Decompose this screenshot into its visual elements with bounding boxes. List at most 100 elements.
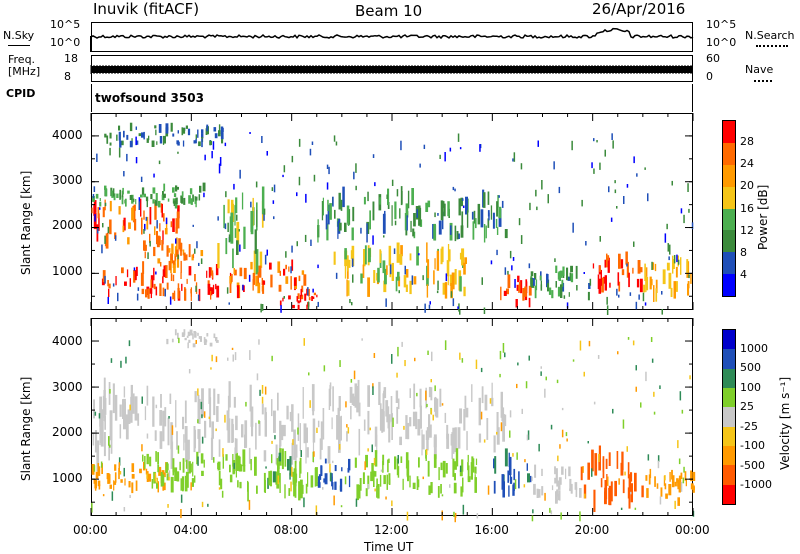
echo-cell <box>220 478 223 490</box>
echo-cell <box>401 191 403 204</box>
echo-cell <box>312 451 314 462</box>
echo-cell <box>438 220 442 235</box>
echo-cell <box>391 205 393 226</box>
scatter-echo <box>547 274 549 284</box>
echo-cell <box>162 276 164 284</box>
echo-cell <box>163 265 166 277</box>
echo-cell <box>236 221 240 245</box>
echo-cell <box>508 485 510 497</box>
echo-cell <box>125 414 129 440</box>
echo-cell <box>193 140 196 144</box>
scatter-echo <box>97 228 99 234</box>
echo-cell <box>172 133 175 137</box>
scatter-echo <box>664 233 667 243</box>
scatter-echo <box>101 244 103 254</box>
echo-cell <box>365 488 368 497</box>
echo-cell <box>599 265 601 272</box>
echo-cell <box>610 481 613 502</box>
echo-cell <box>163 213 165 222</box>
echo-cell <box>95 471 99 479</box>
echo-region <box>354 448 478 501</box>
echo-cell <box>145 196 149 202</box>
echo-cell <box>383 280 387 293</box>
echo-cell <box>163 135 166 144</box>
echo-cell <box>430 387 433 401</box>
echo-cell <box>363 419 366 431</box>
scatter-echo <box>394 220 397 226</box>
echo-cell <box>213 127 217 132</box>
echo-cell <box>236 282 240 288</box>
scatter-echo <box>347 427 350 434</box>
echo-cell <box>262 280 266 285</box>
echo-cell <box>188 339 191 343</box>
scatter-echo <box>629 292 632 296</box>
echo-cell <box>177 332 179 339</box>
colorbar-segment <box>723 208 735 231</box>
echo-cell <box>191 254 194 261</box>
echo-cell <box>606 474 608 482</box>
scatter-echo <box>177 445 180 454</box>
echo-cell <box>288 488 291 496</box>
echo-cell <box>142 454 144 462</box>
echo-cell <box>249 384 252 412</box>
echo-cell <box>281 424 284 441</box>
echo-cell <box>294 480 297 498</box>
echo-cell <box>319 438 322 460</box>
echo-cell <box>558 477 562 485</box>
scatter-echo <box>224 142 227 147</box>
scatter-echo <box>201 436 204 444</box>
echo-region <box>317 458 351 492</box>
echo-cell <box>497 195 499 208</box>
scatter-echo <box>427 350 429 355</box>
echo-cell <box>384 268 387 285</box>
scatter-echo <box>537 140 539 147</box>
echo-cell <box>445 463 448 474</box>
echo-cell <box>155 193 158 201</box>
echo-cell <box>150 275 154 288</box>
scatter-echo <box>591 162 593 169</box>
echo-cell <box>192 333 194 340</box>
echo-cell <box>279 300 282 306</box>
echo-cell <box>495 218 498 228</box>
echo-cell <box>255 275 258 287</box>
scatter-echo <box>545 376 547 381</box>
scatter-echo <box>147 252 149 259</box>
scatter-echo <box>168 416 170 419</box>
echo-cell <box>655 279 658 293</box>
echo-cell <box>365 454 368 468</box>
scatter-echo <box>309 400 311 408</box>
echo-cell <box>496 412 499 436</box>
echo-cell <box>291 442 294 465</box>
scatter-echo <box>120 360 122 368</box>
scatter-echo <box>572 222 574 233</box>
scatter-echo <box>226 287 229 294</box>
scatter-echo <box>499 350 502 360</box>
scatter-echo <box>308 372 310 376</box>
echo-cell <box>194 274 196 282</box>
echo-cell <box>159 283 162 296</box>
echo-cell <box>340 415 342 441</box>
scatter-echo <box>540 366 542 369</box>
echo-cell <box>243 267 247 280</box>
echo-cell <box>124 478 126 486</box>
scatter-echo <box>457 133 460 142</box>
echo-cell <box>264 407 267 420</box>
scatter-echo <box>476 513 479 519</box>
echo-cell <box>220 133 224 140</box>
echo-cell <box>607 257 610 273</box>
scatter-echo <box>635 365 637 371</box>
echo-cell <box>213 333 216 339</box>
scatter-echo <box>372 154 375 158</box>
echo-cell <box>116 134 118 141</box>
scatter-echo <box>614 189 617 194</box>
scatter-echo <box>258 339 260 345</box>
echo-cell <box>153 283 156 290</box>
scatter-echo <box>99 207 101 210</box>
echo-cell <box>99 201 102 207</box>
scatter-echo <box>175 238 177 244</box>
colorbar-segment <box>723 388 735 408</box>
scatter-echo <box>480 411 483 420</box>
echo-cell <box>471 456 474 464</box>
echo-cell <box>409 475 411 488</box>
scatter-echo <box>392 417 394 427</box>
